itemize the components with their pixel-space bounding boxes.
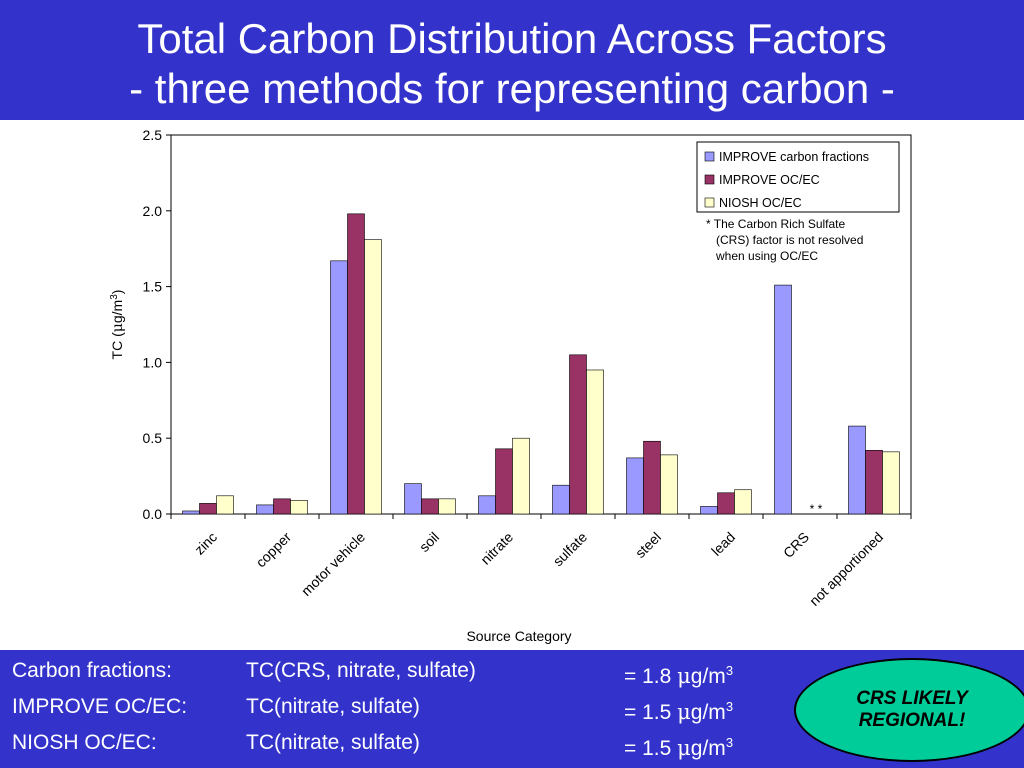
bar	[774, 284, 792, 515]
legend-label: NIOSH OC/EC	[719, 196, 802, 210]
x-tick-label: sulfate	[550, 529, 591, 570]
legend-swatch	[704, 151, 715, 162]
x-tick-label: motor vehicle	[298, 529, 368, 599]
legend-label: IMPROVE carbon fractions	[719, 150, 869, 164]
bar	[421, 498, 439, 515]
title-banner: Total Carbon Distribution Across Factors…	[0, 0, 1024, 120]
bar	[734, 489, 752, 515]
bar	[330, 260, 348, 515]
asterisk-mark: * *	[810, 502, 823, 516]
bar	[700, 506, 718, 515]
footnote-line: when using OC/EC	[715, 249, 818, 263]
x-tick-label: copper	[253, 529, 295, 571]
method-value: = 1.5 μg/m3	[624, 699, 734, 724]
bar	[586, 369, 604, 515]
method-expression: TC(nitrate, sulfate)	[246, 731, 420, 754]
method-expression: TC(nitrate, sulfate)	[246, 695, 420, 718]
bar	[643, 440, 661, 515]
method-label: IMPROVE OC/EC:	[12, 695, 188, 718]
legend-label: IMPROVE OC/EC	[719, 173, 820, 187]
x-tick-label: steel	[632, 529, 664, 561]
method-value: = 1.8 μg/m3	[624, 663, 734, 688]
method-label: NIOSH OC/EC:	[12, 731, 157, 754]
slide-title: Total Carbon Distribution Across Factors	[137, 15, 887, 62]
y-tick-label: 1.0	[143, 354, 163, 370]
bar	[404, 483, 422, 515]
bar	[478, 495, 496, 515]
bar-chart: 0.0 0.5 1.0 1.5 2.0 2.5 zinc copper motor vehicl…	[109, 127, 912, 644]
bar	[512, 437, 530, 515]
x-tick-label: soil	[416, 529, 442, 555]
y-tick-label: 0.5	[143, 430, 163, 446]
footnote-line: (CRS) factor is not resolved	[716, 233, 863, 247]
bar	[182, 510, 200, 515]
summary-panel: Carbon fractions: TC(CRS, nitrate, sulfa…	[0, 650, 1024, 768]
bar	[626, 457, 644, 515]
bar	[364, 239, 382, 515]
chart-area: 0.0 0.5 1.0 1.5 2.0 2.5 zinc copper motor vehicl…	[0, 120, 1024, 650]
y-tick-label: 2.5	[143, 127, 163, 143]
bar	[290, 500, 308, 515]
method-label: Carbon fractions:	[12, 659, 172, 682]
legend-swatch	[704, 197, 715, 208]
x-tick-label: CRS	[780, 529, 812, 561]
callout-line: REGIONAL!	[858, 710, 966, 731]
bar	[347, 213, 365, 515]
crs-callout: CRS LIKELY REGIONAL!	[794, 658, 1024, 762]
bar	[495, 448, 513, 515]
y-tick-label: 2.0	[143, 203, 163, 219]
bar	[569, 354, 587, 515]
y-tick-label: 0.0	[143, 506, 163, 522]
x-tick-label: zinc	[191, 529, 220, 558]
bar	[273, 498, 291, 515]
bar	[882, 451, 900, 515]
x-tick-label: nitrate	[477, 529, 516, 568]
bar	[552, 484, 570, 515]
y-axis-label: TC (μg/m3)	[109, 290, 127, 360]
bar	[865, 450, 883, 515]
x-tick-label: not apportioned	[806, 529, 886, 609]
x-axis-label: Source Category	[466, 628, 571, 644]
x-tick-label: lead	[708, 529, 738, 559]
slide-subtitle: - three methods for representing carbon …	[129, 65, 895, 112]
bar	[848, 425, 866, 515]
bar	[660, 454, 678, 515]
bar	[717, 492, 735, 515]
y-tick-label: 1.5	[143, 279, 163, 295]
method-value: = 1.5 μg/m3	[624, 735, 734, 760]
method-expression: TC(CRS, nitrate, sulfate)	[246, 659, 476, 682]
bar	[438, 498, 456, 515]
callout-line: CRS LIKELY	[856, 688, 968, 709]
footnote-line: * The Carbon Rich Sulfate	[706, 217, 846, 231]
bar	[199, 503, 217, 515]
bar	[216, 495, 234, 515]
bar	[256, 504, 274, 515]
legend-swatch	[704, 174, 715, 185]
legend-box	[696, 141, 900, 213]
